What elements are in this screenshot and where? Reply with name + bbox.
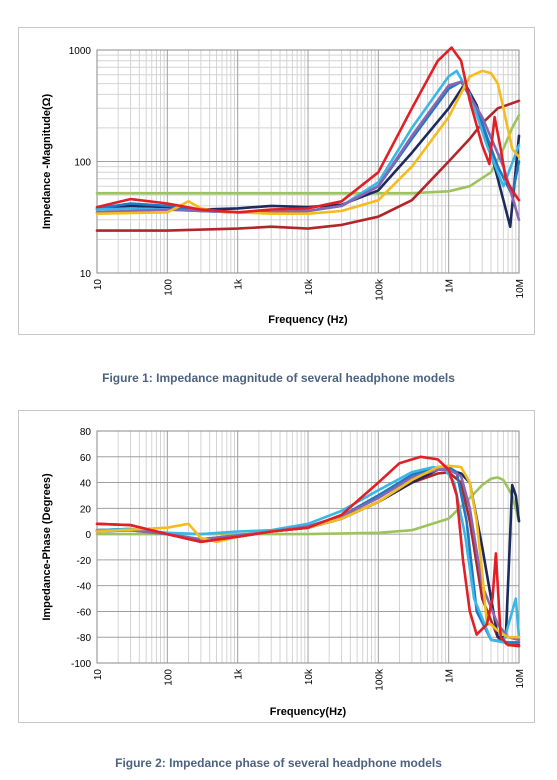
y-tick-label: 20 [80,504,92,515]
x-tick-label: 10M [515,279,526,298]
series-line [95,46,521,214]
x-axis-title: Frequency (Hz) [268,314,348,326]
x-tick-label: 100 [163,279,174,296]
magnitude-chart: 10 100 1000 10 100 1k 10k 100k 1M 10M Frequency (H… [41,46,526,326]
x-tick-label: 100k [374,668,385,691]
phase-chart-frame: -100 -80 -60 -40 -20 0 20 40 60 80 10 100 1k 10k 100k 1… [18,410,535,723]
plot-area-border [96,430,520,664]
y-tick-label: 100 [74,158,91,169]
y-tick-label: 40 [80,479,92,490]
x-tick-label: 10k [304,278,315,295]
series-line [95,455,521,648]
y-tick-label: 1000 [69,46,92,57]
x-tick-label: 10k [304,668,315,685]
series-line [95,465,521,644]
y-tick-label: -100 [71,659,91,670]
magnitude-chart-frame: 10 100 1000 10 100 1k 10k 100k 1M 10M Frequency (H… [18,27,535,335]
x-tick-label: 1k [234,668,245,680]
y-tick-label: -20 [77,556,92,567]
x-tick-label: 1k [234,278,245,290]
x-tick-label: 10M [515,669,526,688]
x-tick-label: 100 [163,669,174,686]
y-tick-label: 0 [85,530,91,541]
x-tick-label: 10 [93,669,104,681]
x-tick-label: 10 [93,279,104,291]
figure-2-caption: Figure 2: Impedance phase of several hea… [115,756,442,770]
y-axis-title: Impedance -Magnitude(Ω) [41,94,53,230]
x-tick-label: 100k [374,278,385,301]
x-tick-label: 1M [445,669,456,683]
y-tick-label: -80 [77,633,92,644]
y-axis-title: Impedance-Phase (Degrees) [41,473,53,621]
figure-1-caption: Figure 1: Impedance magnitude of several… [102,371,455,385]
x-tick-label: 1M [445,279,456,293]
series-line [95,113,521,195]
y-tick-label: 10 [80,269,92,280]
y-tick-label: 60 [80,453,92,464]
y-tick-label: 80 [80,427,92,438]
y-tick-label: -40 [77,582,92,593]
phase-chart: -100 -80 -60 -40 -20 0 20 40 60 80 10 100 1k 10k 100k 1… [41,427,526,718]
x-axis-title: Frequency(Hz) [270,706,347,718]
series-line [95,80,521,222]
y-tick-label: -60 [77,607,92,618]
